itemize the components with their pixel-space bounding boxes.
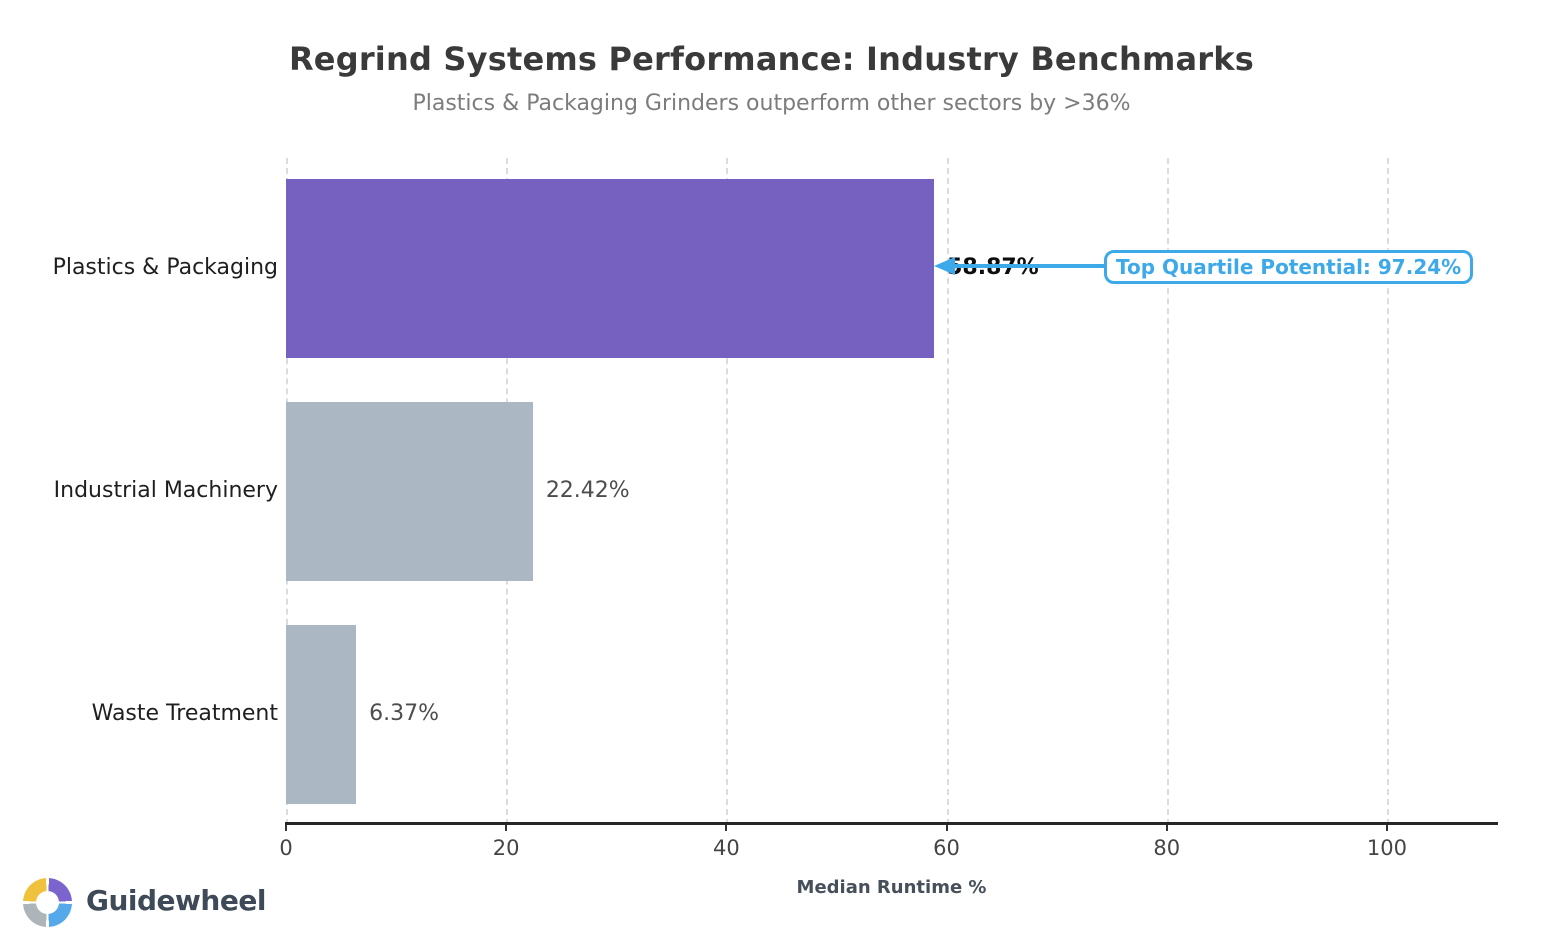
x-tick-label: 80 <box>1153 836 1181 860</box>
x-tick-mark <box>1165 825 1168 831</box>
gridline-100 <box>1386 158 1389 825</box>
annotation-arrow-head-icon <box>934 257 955 275</box>
category-label: Waste Treatment <box>91 701 278 726</box>
x-tick-mark <box>725 825 728 831</box>
x-tick-mark <box>1385 825 1388 831</box>
x-tick-label: 20 <box>492 836 520 860</box>
bar-value-label: 6.37% <box>369 701 440 726</box>
x-tick-mark <box>285 825 287 831</box>
brand-name: Guidewheel <box>86 884 266 917</box>
x-tick-label: 60 <box>933 836 960 860</box>
category-label: Industrial Machinery <box>53 478 278 503</box>
gridline-40 <box>726 158 729 825</box>
chart-title: Regrind Systems Performance: Industry Be… <box>288 40 1255 78</box>
category-label: Plastics & Packaging <box>52 255 278 280</box>
x-tick-mark <box>945 825 948 831</box>
annotation-callout: Top Quartile Potential: 97.24% <box>1104 250 1474 284</box>
x-axis-label: Median Runtime % <box>796 877 987 898</box>
guidewheel-logo-hole <box>36 891 59 914</box>
bar-plastics-packaging <box>286 178 935 358</box>
x-tick-mark <box>505 825 508 831</box>
bar-value-label: 58.87% <box>947 257 1039 279</box>
chart-subtitle: Plastics & Packaging Grinders outperform… <box>412 91 1131 116</box>
x-tick-label: 0 <box>279 836 293 860</box>
x-axis-spine <box>285 822 1498 825</box>
annotation-arrow-line <box>952 264 1106 268</box>
bar-industrial-machinery <box>286 401 533 581</box>
x-tick-label: 100 <box>1366 836 1407 860</box>
guidewheel-logo-icon <box>23 878 72 927</box>
gridline-60 <box>946 158 949 825</box>
bar-waste-treatment <box>286 624 357 804</box>
x-tick-label: 40 <box>712 836 740 860</box>
plot-area <box>286 158 1497 825</box>
gridline-80 <box>1166 158 1169 825</box>
bar-value-label: 22.42% <box>545 478 630 503</box>
